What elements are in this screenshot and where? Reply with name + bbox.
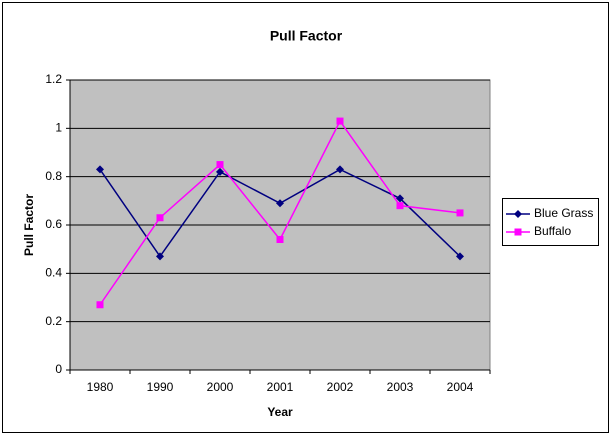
legend-label: Buffalo: [534, 224, 571, 238]
marker: [96, 165, 104, 174]
x-tick-label: 2002: [327, 380, 354, 394]
x-tick-label: 2000: [207, 380, 234, 394]
y-tick-label: 0: [55, 362, 62, 376]
legend-label: Blue Grass: [534, 206, 593, 220]
y-tick-label: 0.4: [45, 266, 62, 280]
legend-box: [502, 198, 599, 246]
x-axis-label: Year: [267, 405, 293, 419]
marker: [514, 228, 522, 236]
marker: [336, 165, 344, 174]
marker: [156, 252, 164, 261]
x-tick-label: 1990: [147, 380, 174, 394]
x-tick-label: 2001: [267, 380, 294, 394]
marker: [456, 252, 464, 261]
marker: [276, 199, 284, 208]
y-tick-label: 0.6: [45, 217, 62, 231]
marker: [96, 301, 104, 309]
y-tick-label: 1: [55, 121, 62, 135]
marker: [396, 202, 404, 210]
x-tick-label: 2003: [387, 380, 414, 394]
marker: [336, 117, 344, 125]
marker: [456, 209, 464, 217]
marker: [514, 210, 522, 218]
x-tick-label: 2004: [447, 380, 474, 394]
y-tick-label: 0.2: [45, 314, 62, 328]
marker: [396, 194, 404, 203]
marker: [216, 167, 224, 176]
y-tick-label: 0.8: [45, 169, 62, 183]
marker: [156, 214, 164, 222]
y-axis-label: Pull Factor: [22, 194, 36, 256]
chart-title: Pull Factor: [270, 28, 343, 44]
y-tick-label: 1.2: [45, 72, 62, 86]
marker: [276, 236, 284, 243]
x-tick-label: 1980: [87, 380, 114, 394]
marker: [216, 161, 224, 169]
